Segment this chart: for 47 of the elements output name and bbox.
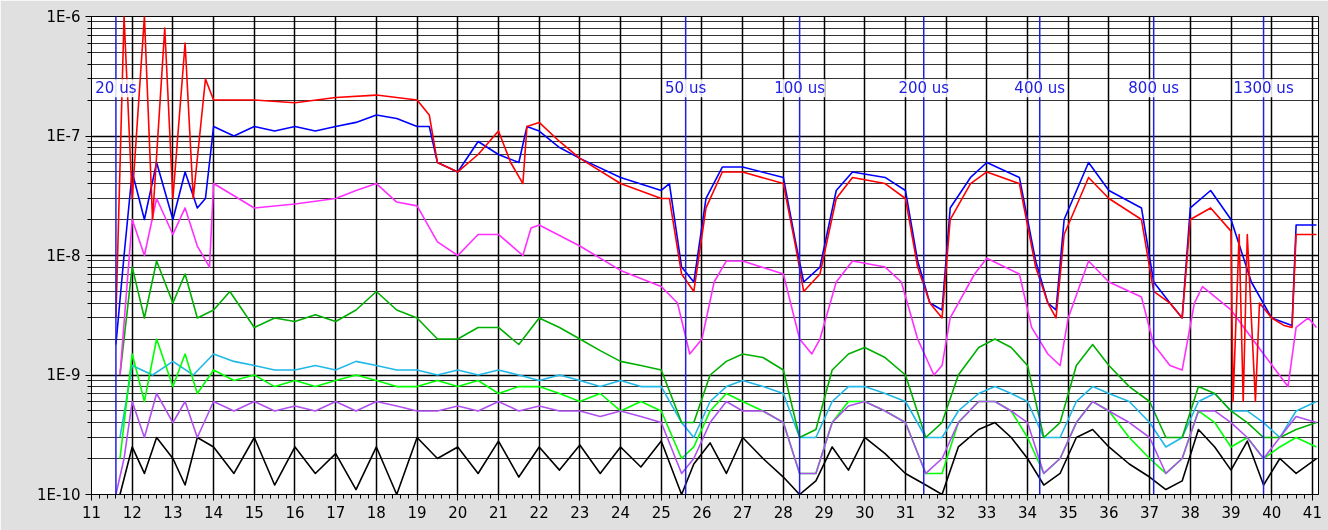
x-tick-label: 32: [936, 503, 956, 522]
x-tick-label: 33: [977, 503, 997, 522]
x-tick-label: 27: [733, 503, 753, 522]
y-tick-label: 1E-8: [46, 246, 81, 265]
x-tick-label: 18: [366, 503, 386, 522]
x-tick-label: 24: [611, 503, 631, 522]
x-tick-label: 26: [692, 503, 712, 522]
x-tick-label: 40: [1262, 503, 1282, 522]
x-tick-label: 22: [529, 503, 549, 522]
y-tick-label: 1E-10: [36, 485, 81, 504]
y-tick-label: 1E-6: [46, 7, 81, 26]
x-tick-label: 12: [122, 503, 142, 522]
x-tick-label: 34: [1017, 503, 1038, 522]
ref-line-label: 800 us: [1128, 79, 1180, 98]
x-tick-label: 13: [163, 503, 183, 522]
ref-line-label: 400 us: [1014, 79, 1066, 98]
ref-line-label: 200 us: [898, 79, 950, 98]
x-tick-label: 16: [285, 503, 305, 522]
x-tick-label: 23: [570, 503, 590, 522]
x-tick-label: 19: [407, 503, 427, 522]
x-tick-label: 11: [81, 503, 102, 522]
line-series: [115, 16, 1318, 403]
x-tick-label: 30: [855, 503, 875, 522]
x-tick-label: 39: [1221, 503, 1241, 522]
line-series: [119, 260, 1318, 439]
x-tick-label: 20: [448, 503, 468, 522]
x-tick-label: 38: [1180, 503, 1200, 522]
x-tick-label: 31: [895, 503, 915, 522]
ref-line-label: 20 us: [95, 79, 137, 98]
y-tick-label: 1E-7: [46, 127, 81, 145]
y-tick-label: 1E-9: [46, 366, 81, 384]
x-tick-label: 21: [488, 503, 509, 522]
x-tick-label: 14: [204, 503, 224, 522]
ref-line-label: 100 us: [774, 79, 826, 98]
ref-line-label: 50 us: [665, 79, 707, 98]
x-tick-label: 35: [1058, 503, 1078, 522]
x-tick-label: 37: [1140, 503, 1160, 522]
x-tick-label: 36: [1099, 503, 1119, 522]
x-tick-label: 15: [244, 503, 264, 522]
ref-line-label: 1300 us: [1233, 79, 1294, 98]
x-tick-label: 25: [651, 503, 671, 522]
x-tick-label: 28: [773, 503, 793, 522]
line-series: [119, 353, 1318, 448]
x-tick-label: 41: [1302, 503, 1322, 522]
x-tick-label: 29: [814, 503, 834, 522]
x-tick-label: 17: [326, 503, 346, 522]
line-series: [119, 182, 1318, 388]
